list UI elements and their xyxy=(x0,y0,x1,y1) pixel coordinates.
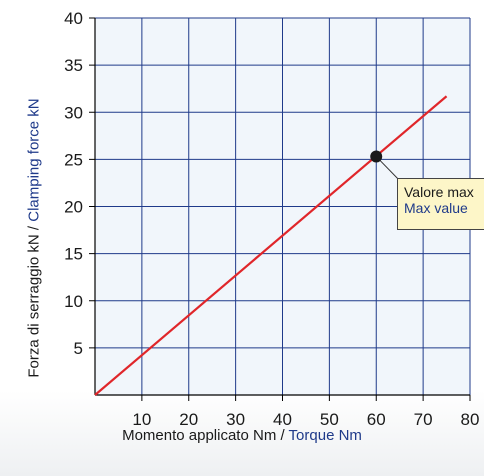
x-axis-label-it: Momento applicato Nm / xyxy=(122,427,289,444)
series-line xyxy=(94,95,448,396)
highlight-point xyxy=(370,150,383,163)
x-tick-label: 40 xyxy=(273,410,292,429)
x-tick-label: 80 xyxy=(461,410,480,429)
y-tick-label: 25 xyxy=(64,150,83,169)
y-tick-label: 40 xyxy=(64,9,83,28)
y-axis-label-it: Forza di serraggio kN / xyxy=(25,221,43,378)
x-axis-label: Momento applicato Nm / Torque Nm xyxy=(0,427,484,444)
x-tick-label: 70 xyxy=(414,410,433,429)
y-tick-label: 30 xyxy=(64,103,83,122)
y-tick-label: 10 xyxy=(64,292,83,311)
x-tick-label: 20 xyxy=(179,410,198,429)
y-tick-label: 35 xyxy=(64,56,83,75)
y-axis-label-en: Clamping force kN xyxy=(25,98,43,222)
axes xyxy=(89,17,471,401)
y-tick-label: 5 xyxy=(74,339,83,358)
x-axis-label-en: Torque Nm xyxy=(288,427,362,444)
x-tick-label: 10 xyxy=(132,410,151,429)
annotation-line2: Max value xyxy=(404,200,468,216)
x-tick-label: 30 xyxy=(226,410,245,429)
tick-labels: 10 20 30 40 50 60 70 80 5 10 15 20 25 30 35 40 xyxy=(64,9,479,429)
annotation-callout: Valore max Max value xyxy=(397,178,484,230)
y-axis-label: Forza di serraggio kN / Clamping force k… xyxy=(26,98,43,377)
x-tick-label: 50 xyxy=(320,410,339,429)
y-tick-label: 20 xyxy=(64,198,83,217)
x-tick-label: 60 xyxy=(367,410,386,429)
y-tick-label: 15 xyxy=(64,245,83,264)
series xyxy=(94,95,448,396)
annotation-line1: Valore max xyxy=(404,184,474,200)
